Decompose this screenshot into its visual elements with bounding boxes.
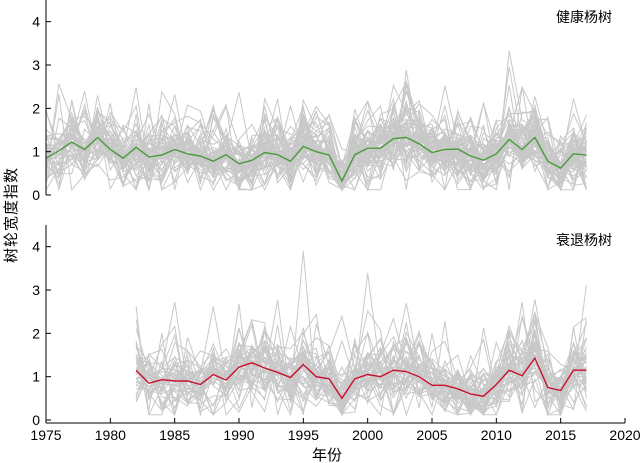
background-series-line <box>45 111 587 192</box>
background-series-line <box>45 80 587 192</box>
background-series-line <box>135 306 587 417</box>
healthy-background-series <box>45 50 587 192</box>
background-series-line <box>135 250 587 417</box>
x-tick-label: 1985 <box>159 427 190 443</box>
x-axis: 1975 1980 1985 1990 1995 2000 2005 2010 2015 2020 <box>30 418 641 443</box>
y-tick-label: 4 <box>32 239 40 255</box>
background-series-line <box>136 360 587 410</box>
y-tick-label: 3 <box>32 282 40 298</box>
x-tick-label: 1980 <box>95 427 126 443</box>
y-axis-title: 树轮宽度指数 <box>2 167 20 263</box>
background-series-line <box>135 299 587 415</box>
background-series-line <box>45 100 587 191</box>
y-tick-label: 4 <box>32 14 40 30</box>
y-tick-label: 3 <box>32 57 40 73</box>
background-series-line <box>213 334 587 409</box>
background-series-line <box>148 103 587 192</box>
declining-background-series <box>135 250 587 417</box>
x-tick-label: 2015 <box>545 427 576 443</box>
x-tick-label: 1995 <box>288 427 319 443</box>
background-series-line <box>135 324 587 417</box>
x-tick-label: 2005 <box>416 427 447 443</box>
x-axis-title: 年份 <box>312 446 342 463</box>
healthy-mean-line <box>45 136 587 183</box>
y-tick-label: 1 <box>32 144 40 160</box>
background-series-line <box>45 132 587 181</box>
background-series-line <box>135 315 587 412</box>
background-series-line <box>238 83 587 192</box>
x-tick-label: 1990 <box>223 427 254 443</box>
panel-healthy: 0 1 2 3 4 健康杨树 <box>32 0 612 203</box>
background-series-line <box>174 99 587 178</box>
x-tick-label: 2000 <box>352 427 383 443</box>
background-series-line <box>174 323 587 416</box>
background-series-line <box>45 109 587 191</box>
panel-label-declining: 衰退杨树 <box>556 232 612 249</box>
background-series-line <box>135 316 587 403</box>
y-tick-label: 0 <box>32 187 40 203</box>
background-series-line <box>199 322 587 416</box>
x-tick-label: 2010 <box>481 427 512 443</box>
x-tick-label: 2020 <box>609 427 640 443</box>
healthy-y-axis: 0 1 2 3 4 <box>32 0 51 203</box>
declining-mean-line <box>135 356 587 400</box>
background-series-line <box>264 96 587 190</box>
background-series-line <box>135 354 587 405</box>
y-tick-label: 1 <box>32 369 40 385</box>
y-tick-label: 2 <box>32 100 40 116</box>
background-series-line <box>199 85 587 191</box>
y-tick-label: 2 <box>32 325 40 341</box>
x-tick-label: 1975 <box>30 427 61 443</box>
panel-label-healthy: 健康杨树 <box>556 9 612 26</box>
panel-declining: 0 1 2 3 4 衰退杨树 <box>32 225 612 428</box>
y-tick-label: 0 <box>32 412 40 428</box>
background-series-line <box>135 324 587 405</box>
declining-y-axis: 0 1 2 3 4 <box>32 225 51 428</box>
